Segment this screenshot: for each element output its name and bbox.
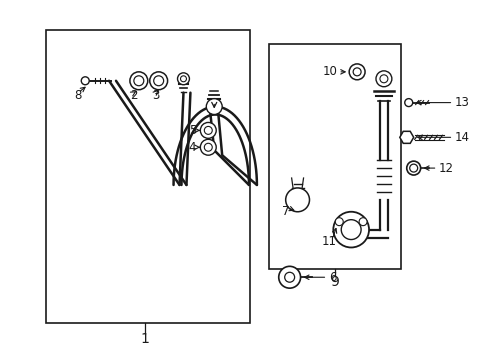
Text: 13: 13 (454, 96, 469, 109)
Text: 2: 2 (130, 89, 138, 102)
Text: 14: 14 (454, 131, 469, 144)
Circle shape (130, 72, 148, 90)
Text: 6: 6 (329, 271, 337, 284)
Circle shape (359, 218, 367, 226)
Circle shape (405, 99, 413, 107)
Text: 1: 1 (141, 332, 150, 346)
Circle shape (286, 188, 310, 212)
Circle shape (200, 139, 216, 155)
Text: 5: 5 (189, 124, 196, 137)
Circle shape (279, 266, 300, 288)
Text: 8: 8 (74, 89, 82, 102)
Circle shape (376, 71, 392, 87)
Circle shape (177, 73, 190, 85)
Text: 12: 12 (439, 162, 454, 175)
Circle shape (206, 99, 222, 114)
Circle shape (349, 64, 365, 80)
Text: 11: 11 (322, 235, 337, 248)
Circle shape (333, 212, 369, 247)
Circle shape (150, 72, 168, 90)
Text: 9: 9 (331, 275, 340, 289)
Text: 10: 10 (322, 66, 337, 78)
Bar (46, 30, 250, 323)
Text: 3: 3 (152, 89, 159, 102)
Text: 4: 4 (189, 141, 196, 154)
Circle shape (81, 77, 89, 85)
Circle shape (407, 161, 420, 175)
Text: 7: 7 (282, 205, 290, 218)
Bar (270, 44, 401, 269)
Circle shape (200, 122, 216, 138)
Circle shape (335, 218, 343, 226)
